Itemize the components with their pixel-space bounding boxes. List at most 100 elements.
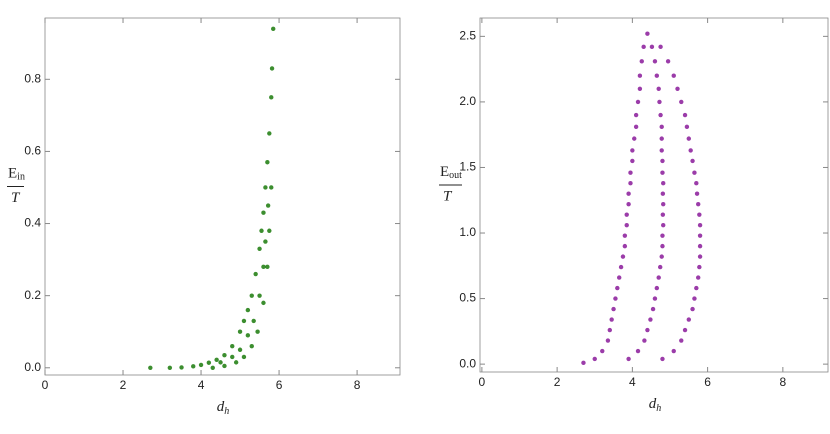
point bbox=[622, 243, 628, 249]
point bbox=[271, 26, 276, 32]
point bbox=[592, 356, 597, 362]
point bbox=[661, 201, 666, 207]
point bbox=[682, 327, 688, 333]
point bbox=[624, 212, 629, 217]
x-tick-label: 0 bbox=[42, 378, 49, 392]
point bbox=[671, 73, 676, 78]
point bbox=[694, 181, 699, 186]
x-tick-label: 2 bbox=[554, 375, 561, 389]
point bbox=[167, 365, 173, 370]
point bbox=[661, 181, 666, 186]
point bbox=[633, 124, 639, 130]
point bbox=[660, 212, 666, 217]
x-label-main: d bbox=[649, 396, 657, 412]
point bbox=[660, 170, 665, 175]
point bbox=[658, 44, 663, 50]
point bbox=[255, 329, 260, 334]
x-tick-label: 8 bbox=[780, 375, 787, 389]
point bbox=[652, 59, 658, 64]
point bbox=[611, 306, 616, 312]
point bbox=[241, 318, 247, 324]
y-tick-label: 0.6 bbox=[24, 144, 41, 158]
point bbox=[249, 293, 254, 298]
point bbox=[230, 343, 235, 349]
point bbox=[257, 246, 262, 251]
point bbox=[641, 44, 646, 50]
point bbox=[245, 307, 251, 313]
point bbox=[697, 264, 702, 270]
point bbox=[257, 293, 262, 298]
y-label-numerator: Ein bbox=[8, 166, 25, 183]
point bbox=[659, 254, 664, 259]
point bbox=[697, 254, 703, 259]
point bbox=[613, 296, 618, 301]
point bbox=[607, 327, 612, 333]
point bbox=[697, 212, 702, 217]
point bbox=[660, 191, 666, 196]
point bbox=[626, 201, 631, 207]
point bbox=[237, 347, 243, 352]
point bbox=[241, 354, 247, 360]
point bbox=[633, 112, 639, 118]
point bbox=[179, 365, 184, 370]
point bbox=[682, 112, 688, 118]
point bbox=[148, 365, 153, 370]
point bbox=[690, 158, 695, 164]
point bbox=[214, 357, 219, 363]
point bbox=[265, 160, 270, 165]
point bbox=[265, 264, 270, 270]
point bbox=[637, 73, 643, 78]
point bbox=[679, 338, 684, 343]
point bbox=[218, 360, 223, 365]
point bbox=[652, 296, 658, 301]
y-label-sub: out bbox=[449, 170, 462, 181]
point bbox=[630, 148, 635, 153]
point bbox=[642, 338, 647, 343]
point bbox=[645, 31, 650, 36]
chart: 0 2 4 6 8 0.0 0.2 0.4 0.6 0.8 dh Ein T bbox=[7, 17, 401, 417]
point bbox=[686, 317, 691, 322]
y-tick-label: 0.0 bbox=[24, 360, 41, 374]
point bbox=[690, 306, 695, 312]
point bbox=[697, 222, 703, 228]
point bbox=[617, 275, 622, 280]
point bbox=[198, 362, 204, 368]
y-tick-label: 0.8 bbox=[24, 71, 41, 85]
point bbox=[665, 59, 671, 64]
point bbox=[688, 148, 693, 153]
point bbox=[269, 66, 275, 71]
point bbox=[692, 170, 697, 175]
plot-frame bbox=[44, 17, 401, 376]
x-tick-label: 6 bbox=[276, 378, 283, 392]
point bbox=[635, 348, 641, 354]
point bbox=[269, 185, 274, 190]
point bbox=[267, 228, 272, 233]
point bbox=[696, 201, 701, 207]
y-label-denominator: T bbox=[11, 190, 21, 206]
point bbox=[645, 327, 650, 333]
point bbox=[675, 86, 680, 92]
y-tick-label: 0.5 bbox=[459, 291, 476, 305]
y-tick-label: 0.4 bbox=[24, 216, 41, 230]
y-label-numerator: Eout bbox=[440, 164, 462, 181]
point bbox=[265, 203, 271, 208]
x-axis-label: dh bbox=[649, 396, 662, 414]
x-axis-label: dh bbox=[217, 399, 230, 417]
point bbox=[263, 185, 268, 190]
point bbox=[624, 222, 629, 228]
plot-frame bbox=[479, 17, 829, 373]
point bbox=[261, 264, 266, 270]
point bbox=[620, 254, 626, 259]
y-tick-label: 2.5 bbox=[459, 29, 476, 43]
x-label-sub: h bbox=[656, 403, 661, 414]
point bbox=[253, 271, 258, 277]
point bbox=[632, 136, 637, 141]
point bbox=[671, 348, 676, 354]
x-tick-label: 0 bbox=[479, 375, 486, 389]
point bbox=[694, 191, 700, 196]
x-tick-label: 8 bbox=[354, 378, 361, 392]
point bbox=[654, 73, 660, 78]
point bbox=[609, 317, 614, 322]
point bbox=[635, 99, 641, 105]
